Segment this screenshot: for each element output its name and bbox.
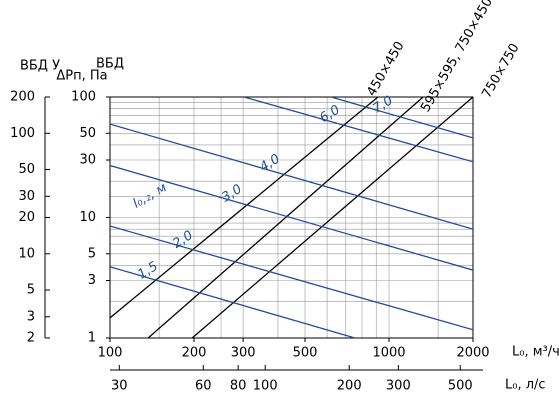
y2-tick-label: 30 xyxy=(18,189,35,204)
y-label: ΔPп, Па xyxy=(56,69,107,84)
y2-tick-label: 200 xyxy=(10,90,35,105)
x-label: L₀, м³/ч xyxy=(512,345,559,360)
x-tick-label: 1000 xyxy=(372,346,405,361)
y2-tick-label: 20 xyxy=(18,210,35,225)
x2-tick-label: 30 xyxy=(111,379,128,394)
series-line xyxy=(147,97,424,338)
x-tick-label: 500 xyxy=(293,346,318,361)
y2-tick-label: 5 xyxy=(27,283,35,298)
y-tick-label: 3 xyxy=(88,273,96,288)
series-line xyxy=(110,164,473,271)
x-tick-label: 200 xyxy=(182,346,207,361)
curve-value-label: 6,0 xyxy=(317,102,342,126)
y-tick-label: 30 xyxy=(79,153,96,168)
x2-tick-label: 200 xyxy=(337,379,362,394)
curve-value-label: 2,0 xyxy=(170,228,195,252)
curve-value-label: 3,0 xyxy=(219,182,244,206)
legend-label: 595×595, 750×450 xyxy=(418,0,496,115)
x2-tick-label: 500 xyxy=(448,379,473,394)
x2-tick-label: 300 xyxy=(386,379,411,394)
series-line xyxy=(191,97,473,338)
x-tick-label: 2000 xyxy=(456,346,489,361)
x2-tick-label: 100 xyxy=(253,379,278,394)
series-line xyxy=(110,266,356,338)
y2-label: ВБД У xyxy=(20,59,60,74)
series-line xyxy=(243,97,473,163)
y-tick-label: 100 xyxy=(71,90,96,105)
legend-label: 450×450 xyxy=(364,39,407,99)
series-line xyxy=(110,225,473,331)
series-line xyxy=(330,97,473,139)
y2-tick-label: 100 xyxy=(10,126,35,141)
y2-tick-label: 50 xyxy=(18,162,35,177)
x-tick-label: 100 xyxy=(98,346,123,361)
lines xyxy=(110,97,473,338)
y-tick-label: 50 xyxy=(79,126,96,141)
y-tick-label: 1 xyxy=(88,331,96,346)
legend-label: 750×750 xyxy=(479,41,522,101)
y-label-b: ВБД xyxy=(96,57,124,72)
y2-tick-label: 10 xyxy=(18,246,35,261)
series-line xyxy=(110,97,379,319)
y-tick-label: 10 xyxy=(79,210,96,225)
x2-tick-label: 80 xyxy=(230,379,247,394)
x-tick-label: 300 xyxy=(231,346,256,361)
series-line xyxy=(110,123,473,230)
y2-tick-label: 3 xyxy=(27,309,35,324)
y2-tick-label: 2 xyxy=(27,331,35,346)
curve-value-label: 4,0 xyxy=(257,152,282,176)
x2-tick-label: 60 xyxy=(195,379,212,394)
curve-label: l₀,₂, м xyxy=(131,180,170,211)
y-tick-label: 5 xyxy=(88,246,96,261)
x2-label: L₀, л/с xyxy=(505,378,546,393)
